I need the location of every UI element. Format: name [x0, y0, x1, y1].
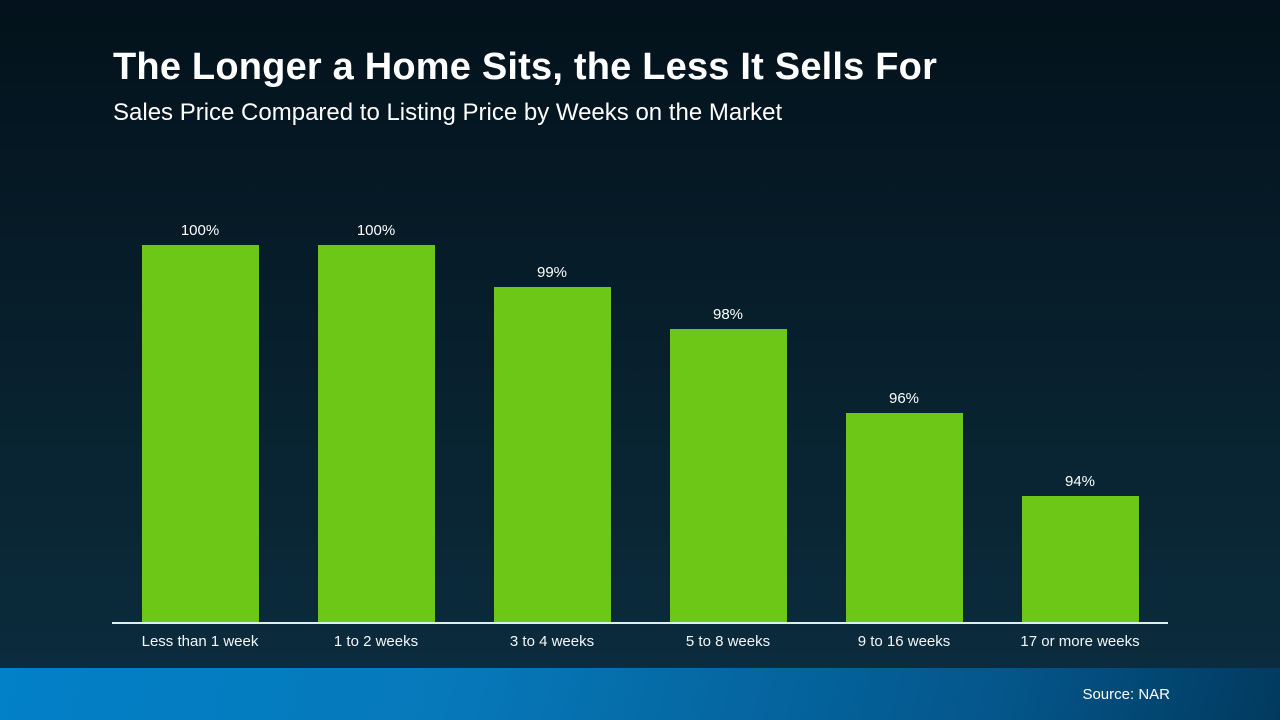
source-label: Source: NAR [1082, 685, 1170, 703]
x-axis-category-labels: Less than 1 week 1 to 2 weeks 3 to 4 weeks… [112, 633, 1168, 650]
category-label: 9 to 16 weeks [857, 633, 951, 650]
bar-value-label: 100% [356, 222, 396, 239]
bar-column: 100% [288, 223, 464, 622]
category-label: 17 or more weeks [1020, 633, 1140, 650]
x-axis-line [112, 622, 1168, 624]
bar-column: 99% [464, 265, 640, 622]
bar-column: 100% [112, 223, 288, 622]
bar-value-label: 99% [536, 264, 568, 281]
bar-chart-plot-area: 100% 100% 99% 98% 96% 94% [112, 223, 1168, 622]
category-label: 5 to 8 weeks [685, 633, 771, 650]
bar-value-label: 98% [712, 306, 744, 323]
bar [845, 413, 963, 622]
bar [1021, 496, 1139, 622]
bar [669, 329, 787, 622]
bar-value-label: 96% [888, 390, 920, 407]
chart-title: The Longer a Home Sits, the Less It Sell… [113, 46, 938, 88]
chart-subtitle: Sales Price Compared to Listing Price by… [113, 98, 783, 126]
chart-header: The Longer a Home Sits, the Less It Sell… [113, 46, 1220, 127]
category-label: 1 to 2 weeks [333, 633, 419, 650]
bar-column: 94% [992, 474, 1168, 622]
bar [141, 245, 259, 622]
footer-bar: Source: NAR [0, 668, 1280, 720]
bar [493, 287, 611, 622]
bar-column: 96% [816, 391, 992, 622]
category-label: Less than 1 week [141, 633, 259, 650]
bar-column: 98% [640, 307, 816, 622]
bar [317, 245, 435, 622]
category-label: 3 to 4 weeks [509, 633, 595, 650]
bar-value-label: 100% [180, 222, 220, 239]
bar-value-label: 94% [1064, 473, 1096, 490]
